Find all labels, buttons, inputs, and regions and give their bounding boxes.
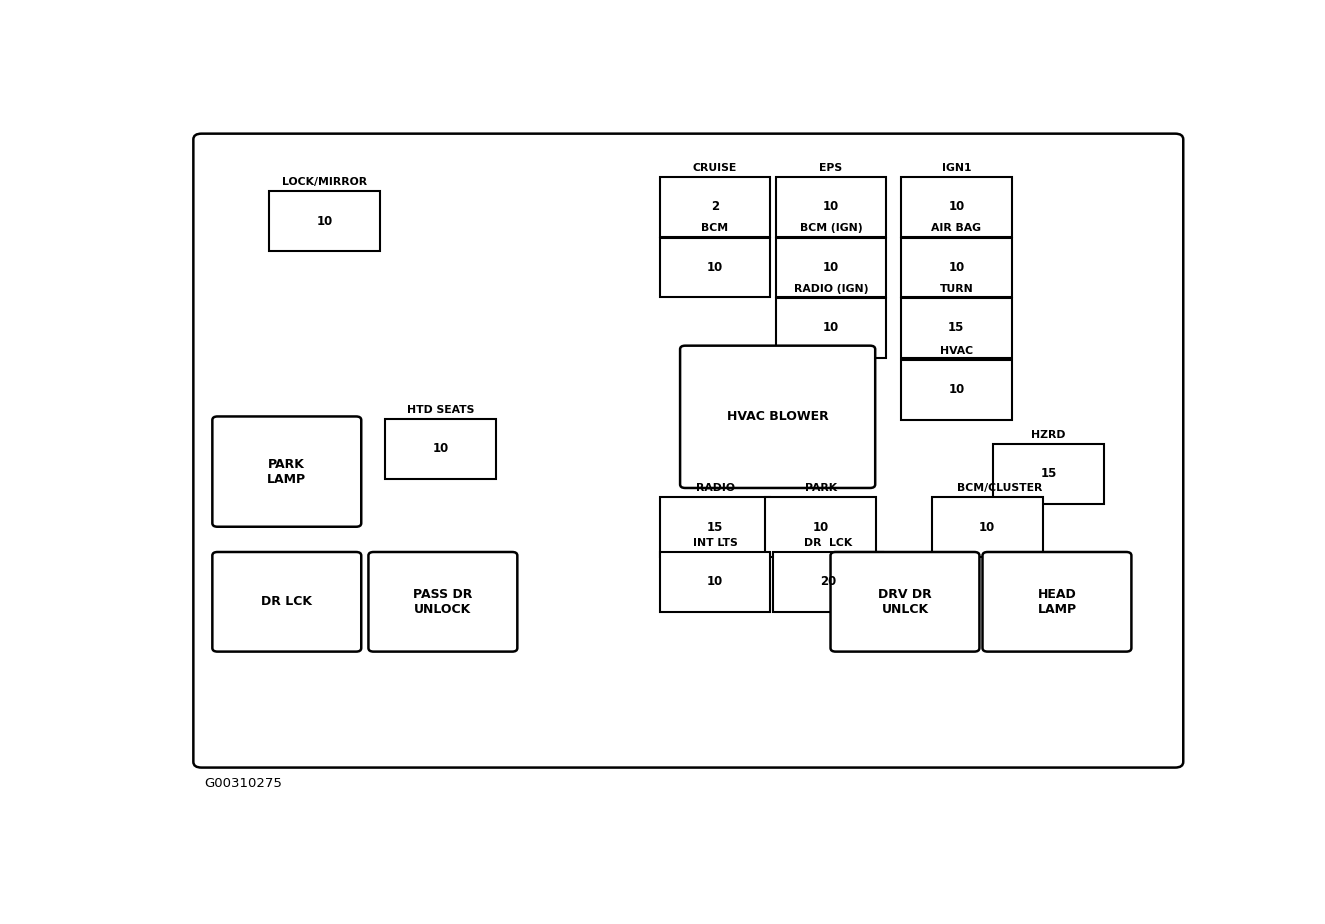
- Text: 10: 10: [823, 261, 839, 274]
- Bar: [994, 444, 1104, 504]
- Bar: [775, 298, 886, 358]
- Text: PARK: PARK: [804, 483, 837, 492]
- Text: DR LCK: DR LCK: [261, 595, 313, 608]
- FancyBboxPatch shape: [212, 552, 362, 651]
- Text: PASS DR
UNLOCK: PASS DR UNLOCK: [413, 588, 473, 615]
- Text: IGN1: IGN1: [942, 163, 971, 173]
- Text: 10: 10: [706, 576, 723, 589]
- Text: 10: 10: [823, 322, 839, 334]
- Text: DRV DR
UNLCK: DRV DR UNLCK: [878, 588, 931, 615]
- Text: 10: 10: [317, 214, 333, 227]
- Text: HEAD
LAMP: HEAD LAMP: [1037, 588, 1076, 615]
- Text: 10: 10: [949, 383, 965, 396]
- Text: BCM (IGN): BCM (IGN): [800, 224, 863, 233]
- Bar: [772, 552, 884, 612]
- Text: TURN: TURN: [939, 284, 973, 294]
- Bar: [766, 497, 876, 557]
- Bar: [660, 177, 770, 237]
- Text: BCM: BCM: [701, 224, 729, 233]
- FancyBboxPatch shape: [831, 552, 979, 651]
- Text: 15: 15: [949, 322, 965, 334]
- Text: 15: 15: [706, 520, 723, 533]
- Text: 10: 10: [433, 443, 449, 456]
- Text: RADIO: RADIO: [696, 483, 734, 492]
- Bar: [386, 419, 497, 479]
- Text: G00310275: G00310275: [204, 777, 282, 790]
- Text: PARK
LAMP: PARK LAMP: [268, 457, 306, 486]
- Bar: [660, 552, 770, 612]
- FancyBboxPatch shape: [193, 134, 1183, 768]
- Text: 2: 2: [712, 201, 719, 213]
- Text: CRUISE: CRUISE: [693, 163, 737, 173]
- Text: 15: 15: [1040, 468, 1057, 480]
- Text: EPS: EPS: [819, 163, 843, 173]
- FancyBboxPatch shape: [212, 417, 362, 527]
- Bar: [660, 497, 770, 557]
- Text: 10: 10: [823, 201, 839, 213]
- Bar: [660, 237, 770, 298]
- FancyBboxPatch shape: [983, 552, 1132, 651]
- Text: 10: 10: [812, 520, 829, 533]
- Text: HVAC BLOWER: HVAC BLOWER: [727, 410, 828, 423]
- Text: 10: 10: [949, 261, 965, 274]
- Text: INT LTS: INT LTS: [693, 538, 738, 548]
- Bar: [901, 298, 1012, 358]
- Text: BCM/CLUSTER: BCM/CLUSTER: [957, 483, 1043, 492]
- Text: DR  LCK: DR LCK: [804, 538, 852, 548]
- Text: AIR BAG: AIR BAG: [931, 224, 982, 233]
- Text: LOCK/MIRROR: LOCK/MIRROR: [282, 177, 367, 187]
- Bar: [775, 237, 886, 298]
- Text: 10: 10: [949, 201, 965, 213]
- Text: 10: 10: [979, 520, 995, 533]
- Bar: [931, 497, 1043, 557]
- Text: HTD SEATS: HTD SEATS: [407, 405, 474, 415]
- Text: 20: 20: [820, 576, 836, 589]
- Bar: [901, 237, 1012, 298]
- Text: RADIO (IGN): RADIO (IGN): [794, 284, 868, 294]
- Bar: [775, 177, 886, 237]
- Text: HVAC: HVAC: [939, 346, 973, 356]
- Bar: [901, 177, 1012, 237]
- Bar: [901, 360, 1012, 419]
- Bar: [269, 191, 380, 251]
- FancyBboxPatch shape: [680, 346, 876, 488]
- Text: HZRD: HZRD: [1031, 430, 1067, 440]
- Text: 10: 10: [706, 261, 723, 274]
- FancyBboxPatch shape: [368, 552, 517, 651]
